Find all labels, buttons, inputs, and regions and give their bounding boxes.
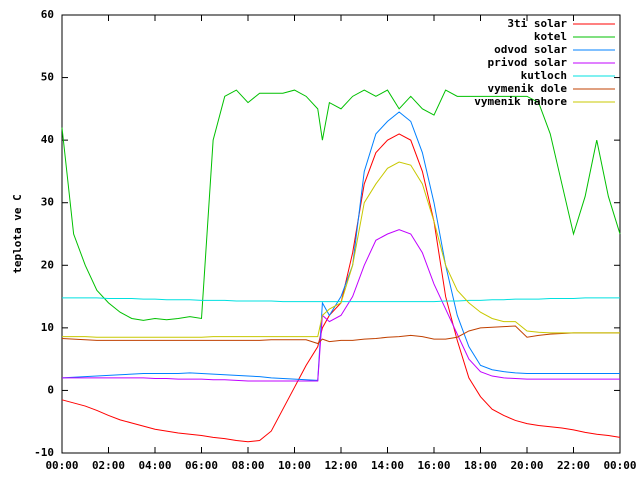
y-tick-label: 40 bbox=[41, 133, 54, 146]
x-tick-label: 00:00 bbox=[45, 459, 78, 472]
legend-label: vymenik nahore bbox=[474, 95, 567, 108]
x-tick-label: 10:00 bbox=[278, 459, 311, 472]
legend-label: kutloch bbox=[521, 69, 567, 82]
y-tick-label: 20 bbox=[41, 258, 54, 271]
x-tick-label: 16:00 bbox=[417, 459, 450, 472]
legend-label: vymenik dole bbox=[488, 82, 568, 95]
x-tick-label: 18:00 bbox=[464, 459, 497, 472]
y-axis-label: teplota ve C bbox=[11, 194, 24, 273]
x-tick-label: 04:00 bbox=[138, 459, 171, 472]
legend-label: kotel bbox=[534, 30, 567, 43]
y-tick-label: -10 bbox=[34, 446, 54, 459]
y-tick-label: 50 bbox=[41, 71, 54, 84]
x-tick-label: 20:00 bbox=[510, 459, 543, 472]
series-line bbox=[62, 161, 620, 338]
series-line bbox=[61, 325, 620, 345]
y-tick-label: 30 bbox=[41, 196, 54, 209]
series-line bbox=[62, 297, 620, 303]
x-tick-label: 06:00 bbox=[185, 459, 218, 472]
x-tick-label: 02:00 bbox=[92, 459, 125, 472]
y-tick-label: 0 bbox=[47, 383, 54, 396]
x-tick-label: 00:00 bbox=[603, 459, 636, 472]
series-line bbox=[62, 229, 620, 382]
legend-label: privod solar bbox=[488, 56, 568, 69]
x-tick-label: 22:00 bbox=[557, 459, 590, 472]
series-line bbox=[61, 89, 621, 321]
series-line bbox=[61, 133, 621, 443]
x-tick-label: 12:00 bbox=[324, 459, 357, 472]
y-tick-label: 60 bbox=[41, 8, 54, 21]
y-tick-label: 10 bbox=[41, 321, 54, 334]
legend-label: 3ti solar bbox=[507, 17, 567, 30]
legend-label: odvod solar bbox=[494, 43, 567, 56]
x-tick-label: 08:00 bbox=[231, 459, 264, 472]
x-tick-label: 14:00 bbox=[371, 459, 404, 472]
